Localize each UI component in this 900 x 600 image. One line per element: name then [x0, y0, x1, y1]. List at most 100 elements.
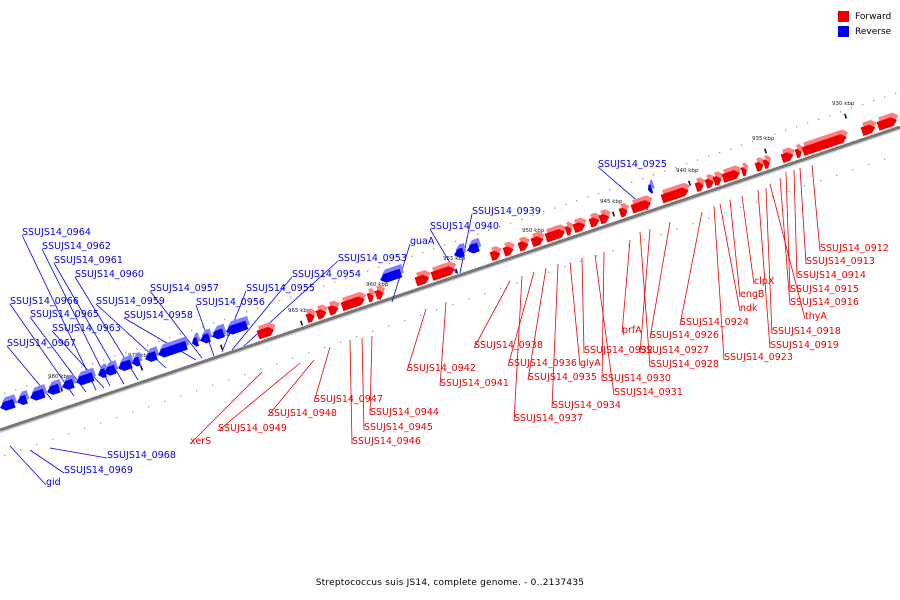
- forward-gene[interactable]: [326, 299, 342, 316]
- gene-label[interactable]: ndk: [740, 303, 758, 314]
- gene-label[interactable]: SSUJS14_0953: [338, 253, 407, 264]
- gene-label[interactable]: SSUJS14_0969: [64, 465, 133, 476]
- forward-gene[interactable]: [543, 223, 569, 243]
- forward-gene[interactable]: [629, 194, 655, 214]
- gene-label[interactable]: SSUJS14_0946: [352, 436, 421, 447]
- gene-label[interactable]: SSUJS14_0967: [7, 338, 76, 349]
- forward-gene[interactable]: [875, 111, 900, 131]
- forward-gene[interactable]: [859, 118, 879, 137]
- reverse-gene[interactable]: [0, 394, 18, 412]
- forward-gene[interactable]: [711, 170, 726, 186]
- gene-label[interactable]: SSUJS14_0955: [246, 283, 315, 294]
- forward-gene[interactable]: [779, 146, 797, 163]
- forward-gene[interactable]: [659, 181, 693, 204]
- forward-gene[interactable]: [617, 202, 632, 218]
- reverse-gene[interactable]: [464, 237, 482, 255]
- reverse-gene[interactable]: [209, 323, 227, 341]
- gene-label[interactable]: guaA: [410, 236, 435, 247]
- reverse-gene[interactable]: [101, 360, 119, 377]
- reverse-gene[interactable]: [73, 367, 97, 387]
- gene-label[interactable]: SSUJS14_0945: [364, 422, 433, 433]
- gene-label[interactable]: SSUJS14_0927: [640, 345, 709, 356]
- gene-label[interactable]: SSUJS14_0938: [474, 340, 543, 351]
- gene-label[interactable]: SSUJS14_0959: [96, 296, 165, 307]
- gene-label[interactable]: SSUJS14_0954: [292, 269, 361, 280]
- forward-gene[interactable]: [753, 156, 768, 172]
- forward-gene[interactable]: [739, 162, 751, 177]
- gene-label[interactable]: SSUJS14_0918: [772, 326, 841, 337]
- forward-gene[interactable]: [373, 284, 388, 300]
- reverse-gene[interactable]: [645, 179, 656, 195]
- forward-gene[interactable]: [597, 208, 613, 225]
- gene-label[interactable]: SSUJS14_0912: [820, 243, 889, 254]
- reverse-gene[interactable]: [129, 351, 144, 368]
- forward-gene[interactable]: [501, 240, 517, 257]
- forward-gene[interactable]: [413, 268, 433, 287]
- gene-label[interactable]: SSUJS14_0960: [75, 269, 144, 280]
- gene-label[interactable]: SSUJS14_0962: [42, 241, 111, 252]
- forward-gene[interactable]: [488, 244, 504, 261]
- reverse-gene[interactable]: [44, 379, 63, 396]
- reverse-gene[interactable]: [189, 332, 202, 347]
- forward-gene[interactable]: [314, 303, 330, 320]
- forward-gene[interactable]: [793, 143, 806, 159]
- reverse-gene[interactable]: [14, 390, 30, 406]
- forward-gene[interactable]: [571, 216, 589, 234]
- gene-label[interactable]: SSUJS14_0948: [268, 408, 337, 419]
- gene-label[interactable]: SSUJS14_0957: [150, 283, 219, 294]
- gene-label[interactable]: SSUJS14_0913: [806, 256, 875, 267]
- gene-label[interactable]: SSUJS14_0915: [790, 284, 859, 295]
- gene-label[interactable]: prfA: [622, 325, 642, 336]
- gene-label[interactable]: SSUJS14_0956: [196, 297, 265, 308]
- reverse-gene[interactable]: [377, 264, 405, 284]
- gene-label[interactable]: SSUJS14_0928: [650, 359, 719, 370]
- gene-label[interactable]: SSUJS14_0964: [22, 227, 91, 238]
- gene-label[interactable]: SSUJS14_0930: [602, 373, 671, 384]
- reverse-gene[interactable]: [197, 328, 213, 344]
- gene-label[interactable]: SSUJS14_0939: [472, 206, 541, 217]
- gene-label[interactable]: SSUJS14_0924: [680, 317, 749, 328]
- gene-label[interactable]: SSUJS14_0914: [797, 270, 866, 281]
- gene-label[interactable]: SSUJS14_0940: [430, 221, 499, 232]
- forward-gene[interactable]: [255, 321, 278, 340]
- reverse-gene[interactable]: [27, 384, 48, 402]
- forward-gene[interactable]: [339, 290, 369, 312]
- gene-label[interactable]: SSUJS14_0941: [440, 378, 509, 389]
- gene-label[interactable]: engB: [740, 289, 764, 300]
- gene-label[interactable]: SSUJS14_0926: [650, 330, 719, 341]
- gene-label[interactable]: SSUJS14_0949: [218, 423, 287, 434]
- gene-label[interactable]: SSUJS14_0965: [30, 309, 99, 320]
- reverse-gene[interactable]: [142, 346, 160, 363]
- reverse-gene[interactable]: [115, 354, 135, 373]
- gene-label[interactable]: SSUJS14_0966: [10, 296, 79, 307]
- reverse-gene[interactable]: [223, 315, 251, 336]
- gene-label[interactable]: SSUJS14_0925: [598, 159, 667, 170]
- forward-gene[interactable]: [529, 230, 547, 248]
- gene-label[interactable]: SSUJS14_0961: [54, 255, 123, 266]
- forward-gene[interactable]: [693, 176, 708, 192]
- forward-gene[interactable]: [429, 260, 459, 281]
- gene-label[interactable]: SSUJS14_0932: [584, 345, 653, 356]
- gene-label[interactable]: clpX: [754, 276, 775, 287]
- gene-label[interactable]: SSUJS14_0947: [314, 394, 383, 405]
- reverse-gene[interactable]: [451, 242, 467, 259]
- gene-label[interactable]: glyA: [580, 358, 601, 369]
- gene-label[interactable]: SSUJS14_0935: [528, 372, 597, 383]
- forward-gene[interactable]: [563, 221, 576, 236]
- gene-label[interactable]: SSUJS14_0968: [107, 450, 176, 461]
- gene-label[interactable]: SSUJS14_0931: [614, 387, 683, 398]
- reverse-gene[interactable]: [59, 374, 77, 391]
- gene-label[interactable]: SSUJS14_0934: [552, 400, 621, 411]
- forward-gene[interactable]: [720, 164, 744, 183]
- gene-label[interactable]: SSUJS14_0923: [724, 352, 793, 363]
- forward-gene[interactable]: [304, 307, 319, 323]
- forward-gene[interactable]: [703, 173, 718, 189]
- gene-label[interactable]: SSUJS14_0919: [770, 340, 839, 351]
- gene-label[interactable]: SSUJS14_0958: [124, 310, 193, 321]
- gene-label[interactable]: xerS: [190, 436, 211, 447]
- forward-gene[interactable]: [761, 154, 774, 170]
- gene-label[interactable]: gid: [46, 477, 61, 488]
- forward-gene[interactable]: [800, 128, 851, 156]
- gene-label[interactable]: SSUJS14_0963: [52, 323, 121, 334]
- gene-label[interactable]: SSUJS14_0942: [407, 363, 476, 374]
